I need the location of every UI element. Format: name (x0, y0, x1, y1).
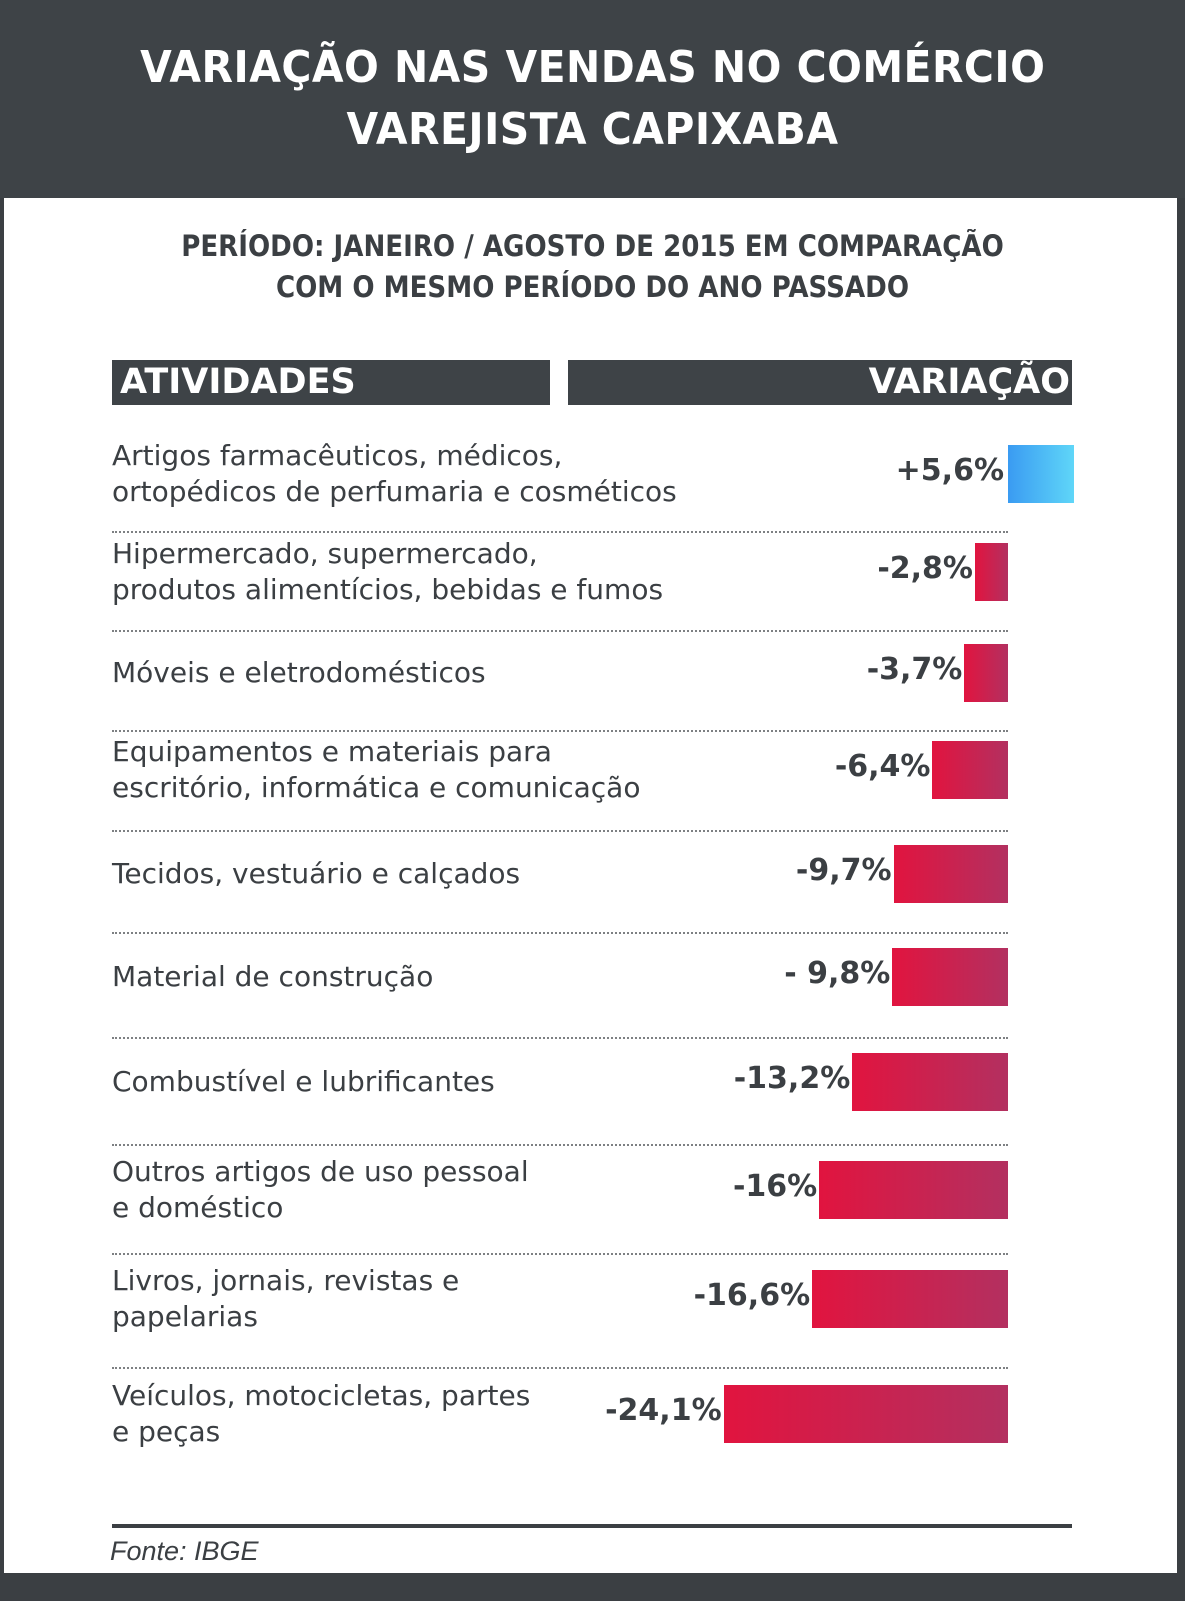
activity-label: Livros, jornais, revistas e papelarias (112, 1263, 459, 1335)
value-label: +5,6% (895, 453, 1004, 488)
row-divider (112, 730, 1008, 732)
negative-bar (932, 741, 1008, 799)
activity-label-line: escritório, informática e comunicação (112, 771, 641, 804)
negative-bar (723, 1385, 1008, 1443)
value-label: -16% (732, 1169, 818, 1204)
activity-label-line: Outros artigos de uso pessoal (112, 1155, 529, 1188)
activity-label-line: Equipamentos e materiais para (112, 735, 552, 768)
row-divider (112, 830, 1008, 832)
column-header-activities: ATIVIDADES (112, 360, 550, 405)
row-divider (112, 1367, 1008, 1369)
value-label: -13,2% (733, 1061, 851, 1096)
value-label: -16,6% (693, 1278, 811, 1313)
activity-label-line: Livros, jornais, revistas e (112, 1264, 460, 1297)
activity-label-line: e doméstico (112, 1191, 284, 1224)
activity-label-line: e peças (112, 1415, 221, 1448)
activity-label: Equipamentos e materiais para escritório,… (112, 734, 640, 806)
row-divider (112, 1144, 1008, 1146)
activity-label-line: Veículos, motocicletas, partes (112, 1379, 531, 1412)
row-divider (112, 1253, 1008, 1255)
row-divider (112, 932, 1008, 934)
activity-label: Hipermercado, supermercado, produtos alim… (112, 536, 663, 608)
activity-label: Veículos, motocicletas, partes e peças (112, 1378, 530, 1450)
activity-label-line: Material de construção (112, 960, 434, 993)
activity-label: Artigos farmacêuticos, médicos, ortopédic… (112, 438, 677, 510)
activity-label-line: Artigos farmacêuticos, médicos, (112, 439, 563, 472)
positive-bar (1008, 445, 1075, 503)
activity-label-line: Combustível e lubrificantes (112, 1065, 495, 1098)
value-label: - 9,8% (784, 956, 891, 991)
source-note: Fonte: IBGE (110, 1536, 259, 1566)
activity-label-line: Tecidos, vestuário e calçados (112, 857, 521, 890)
activity-label: Material de construção (112, 959, 433, 995)
negative-bar (964, 644, 1008, 702)
value-label: -6,4% (834, 749, 931, 784)
subtitle: PERÍODO: JANEIRO / AGOSTO DE 2015 EM COM… (0, 226, 1185, 308)
subtitle-line-2: COM O MESMO PERÍODO DO ANO PASSADO (275, 270, 910, 304)
subtitle-line-1: PERÍODO: JANEIRO / AGOSTO DE 2015 EM COM… (181, 229, 1004, 263)
negative-bar (812, 1270, 1008, 1328)
value-label: -24,1% (605, 1393, 722, 1428)
activity-label-line: ortopédicos de perfumaria e cosméticos (112, 475, 677, 508)
negative-bar (893, 845, 1008, 903)
negative-bar (974, 543, 1008, 601)
activity-label: Tecidos, vestuário e calçados (112, 856, 520, 892)
activity-label-line: Móveis e eletrodomésticos (112, 656, 486, 689)
activity-label-line: papelarias (112, 1300, 258, 1333)
activity-label: Combustível e lubrificantes (112, 1064, 495, 1100)
row-divider (112, 630, 1008, 632)
activity-label-line: Hipermercado, supermercado, (112, 537, 538, 570)
row-divider (112, 531, 1008, 533)
title-banner: VARIAÇÃO NAS VENDAS NO COMÉRCIO VAREJIST… (0, 0, 1185, 198)
title-line-2: VAREJISTA CAPIXABA (346, 104, 839, 155)
column-header-variation: VARIAÇÃO (568, 360, 1072, 405)
activity-label: Móveis e eletrodomésticos (112, 655, 486, 691)
footer-divider (112, 1524, 1072, 1528)
value-label: -2,8% (877, 551, 973, 586)
negative-bar (892, 948, 1008, 1006)
activity-label: Outros artigos de uso pessoal e doméstico (112, 1154, 529, 1226)
activity-label-line: produtos alimentícios, bebidas e fumos (112, 573, 664, 606)
title-line-1: VARIAÇÃO NAS VENDAS NO COMÉRCIO (139, 42, 1046, 93)
row-divider (112, 1037, 1008, 1039)
value-label: -3,7% (866, 652, 963, 687)
value-label: -9,7% (795, 853, 892, 888)
negative-bar (852, 1053, 1008, 1111)
negative-bar (819, 1161, 1008, 1219)
